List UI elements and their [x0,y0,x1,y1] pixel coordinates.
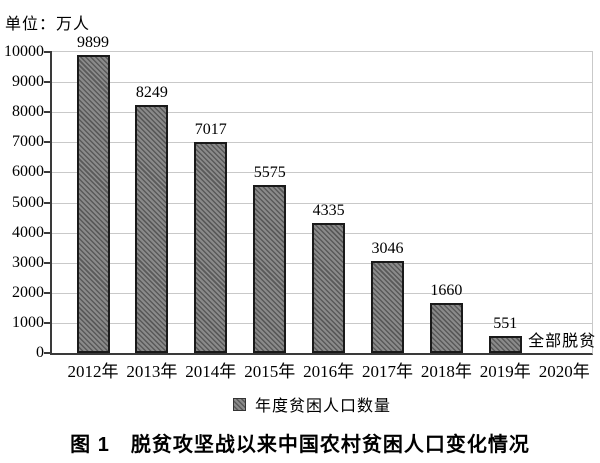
y-tick-1000 [44,321,52,324]
y-tick-8000 [44,111,52,114]
y-axis-label-0: 0 [36,344,44,361]
bar-value-2014年: 7017 [194,120,227,138]
bar-value-2012年: 9899 [77,34,109,52]
y-axis-label-4000: 4000 [12,223,44,241]
gridline-6000 [52,172,592,174]
gridline-9000 [52,82,592,84]
y-axis-label-3000: 3000 [12,253,44,271]
x-axis-label-2018年: 2018年 [420,362,472,381]
bar-value-2013年: 8249 [135,83,168,101]
bar-2012年 [76,55,110,353]
legend: 年度贫困人口数量 [12,392,600,416]
x-axis-label-2014年: 2014年 [185,362,237,381]
x-axis-label-2020年: 2020年 [538,362,590,381]
figure-caption: 图 1 脱贫攻坚战以来中国农村贫困人口变化情况 [70,434,530,456]
bar-value-2018年: 1660 [430,282,463,300]
y-axis-label-8000: 8000 [12,103,44,121]
y-axis-label-9000: 9000 [12,73,44,91]
gridline-5000 [52,202,592,204]
plot-area: 9899 8249 7017 5575 4335 3046 1660 551 全部脱贫 [44,35,595,355]
y-tick-2000 [44,291,52,294]
x-axis-label-2015年: 2015年 [244,362,296,381]
legend-label: 年度贫困人口数量 [254,398,391,415]
y-tick-10000 [44,51,52,53]
y-tick-4000 [44,231,52,234]
bar-2013年 [135,104,169,353]
bar-2017年 [371,261,404,353]
y-tick-9000 [44,81,52,84]
bar-2015年 [253,185,287,353]
x-axis-label-2019年: 2019年 [479,362,531,381]
y-tick-3000 [44,261,52,264]
bar-value-2019年: 551 [493,315,518,333]
bar-2016年 [312,222,346,353]
gridline-8000 [52,112,592,114]
x-axis-label-2017年: 2017年 [362,362,413,381]
hatched-bar-swatch-icon [232,397,246,411]
y-axis-label-1000: 1000 [12,313,44,331]
annotation-quanbu-tuopin: 全部脱贫 [528,333,597,350]
unit-label: 单位：万人 [5,16,91,33]
y-tick-7000 [44,141,52,144]
bar-2019年 [488,336,522,353]
y-tick-0 [44,352,52,354]
bar-2014年 [194,141,228,353]
x-axis-label-2013年: 2013年 [126,362,178,381]
bar-value-2017年: 3046 [371,240,404,258]
y-axis-label-6000: 6000 [12,163,44,181]
y-tick-5000 [44,201,52,204]
x-axis-label-2016年: 2016年 [303,362,355,381]
gridline-7000 [52,142,592,144]
y-tick-6000 [44,171,52,174]
bar-value-2015年: 5575 [253,164,286,182]
y-axis-label-5000: 5000 [12,193,44,211]
bar-2018年 [429,303,463,353]
y-axis-label-2000: 2000 [12,283,44,301]
x-axis-label-2012年: 2012年 [67,362,119,381]
bar-value-2016年: 4335 [312,201,345,219]
y-axis-label-7000: 7000 [12,133,44,151]
y-axis-label-10000: 10000 [4,43,44,60]
